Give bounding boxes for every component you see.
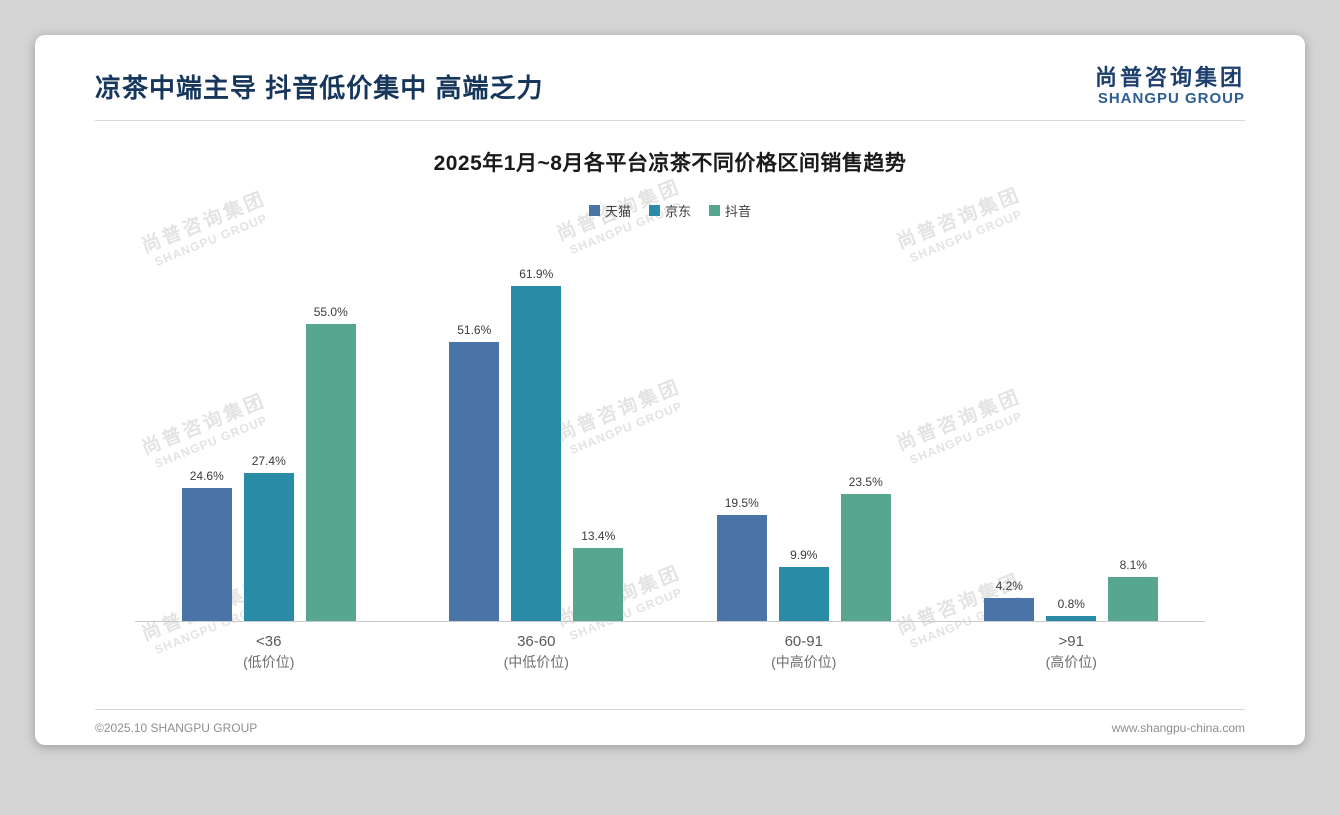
bar-wrap: 19.5%: [716, 496, 767, 621]
bar: [181, 487, 232, 621]
slide-card: 凉茶中端主导 抖音低价集中 高端乏力 尚普咨询集团 SHANGPU GROUP …: [35, 35, 1305, 745]
bar-wrap: 13.4%: [573, 529, 624, 621]
bar-value-label: 0.8%: [1057, 597, 1085, 612]
bar-wrap: 51.6%: [449, 322, 500, 621]
footer: ©2025.10 SHANGPU GROUP www.shangpu-china…: [95, 709, 1245, 745]
bar-group: 51.6% 61.9% 13.4%: [449, 267, 624, 621]
category-range-label: >91: [1058, 632, 1084, 650]
bar-wrap: 24.6%: [181, 468, 232, 621]
bar-value-label: 4.2%: [995, 578, 1023, 593]
bar-value-label: 55.0%: [313, 304, 348, 319]
bar-value-label: 8.1%: [1119, 557, 1147, 572]
chart-area: 尚普咨询集团 SHANGPU GROUP 尚普咨询集团 SHANGPU GROUP 尚普…: [35, 147, 1305, 673]
brand-logo: 尚普咨询集团 SHANGPU GROUP: [1095, 65, 1245, 108]
copyright-text: ©2025.10 SHANGPU GROUP: [95, 720, 258, 735]
category-range-label: <36: [256, 632, 282, 650]
bar: [243, 472, 294, 621]
bar: [449, 341, 500, 621]
bar-value-label: 9.9%: [790, 548, 818, 563]
bar-value-label: 23.5%: [848, 474, 883, 489]
category-range-label: 36-60: [517, 632, 556, 650]
category-label: <36 (低价位): [179, 631, 359, 673]
bar-value-label: 51.6%: [457, 322, 492, 337]
website-url: www.shangpu-china.com: [1111, 720, 1245, 735]
bar-group: 19.5% 9.9% 23.5%: [716, 474, 891, 621]
bar-value-label: 27.4%: [251, 453, 286, 468]
category-tier-label: (低价位): [243, 654, 295, 671]
category-tier-label: (中高价位): [771, 654, 837, 671]
watermark-text-cn: 尚普咨询集团: [139, 187, 270, 257]
legend-series-label: 京东: [664, 203, 691, 219]
bar: [573, 548, 624, 621]
legend-item: 京东: [648, 201, 691, 220]
legend-swatch: [648, 204, 660, 216]
bar-value-label: 13.4%: [581, 529, 616, 544]
category-label: >91 (高价位): [981, 631, 1161, 673]
legend-item: 天猫: [588, 201, 631, 220]
bar: [305, 323, 356, 621]
chart-legend: 天猫 京东 抖音: [35, 201, 1305, 220]
bar-wrap: 27.4%: [243, 453, 294, 621]
legend-series-label: 抖音: [725, 203, 752, 219]
bar-wrap: 23.5%: [840, 474, 891, 621]
legend-series-label: 天猫: [604, 203, 631, 219]
header-divider: [95, 119, 1245, 121]
bar-value-label: 24.6%: [189, 468, 224, 483]
bar: [778, 567, 829, 621]
header: 凉茶中端主导 抖音低价集中 高端乏力 尚普咨询集团 SHANGPU GROUP: [35, 35, 1305, 120]
chart-title: 2025年1月~8月各平台凉茶不同价格区间销售趋势: [433, 151, 907, 175]
bar: [840, 493, 891, 621]
legend-swatch: [588, 204, 600, 216]
category-tier-label: (中低价位): [503, 654, 569, 671]
bar-group: 4.2% 0.8% 8.1%: [984, 557, 1159, 621]
category-axis-labels: <36 (低价位) 36-60 (中低价位) 60-91 (中高价位) >91 (高价位): [135, 631, 1205, 673]
bar-value-label: 61.9%: [519, 267, 554, 282]
category-range-label: 60-91: [784, 632, 823, 650]
legend-item: 抖音: [709, 201, 751, 220]
bar: [716, 515, 767, 621]
bar: [1046, 616, 1097, 621]
bar-wrap: 9.9%: [778, 548, 829, 621]
brand-logo-english: SHANGPU GROUP: [1097, 90, 1245, 108]
bar-chart: 24.6% 27.4% 55.0% 51.6% 61.9% 13.4% 19.5% 9.9% 2…: [135, 260, 1205, 622]
bar-wrap: 8.1%: [1108, 557, 1159, 621]
bar: [1108, 576, 1159, 621]
bar-wrap: 4.2%: [984, 578, 1035, 621]
bar-wrap: 61.9%: [511, 267, 562, 621]
bar-group: 24.6% 27.4% 55.0%: [181, 304, 356, 621]
page-title: 凉茶中端主导 抖音低价集中 高端乏力: [95, 72, 544, 103]
category-tier-label: (高价位): [1045, 654, 1097, 671]
bar-value-label: 19.5%: [724, 496, 759, 511]
bar: [984, 597, 1035, 621]
bar: [511, 286, 562, 621]
bar-wrap: 55.0%: [305, 304, 356, 621]
category-label: 36-60 (中低价位): [446, 631, 626, 673]
legend-swatch: [709, 204, 720, 216]
brand-logo-chinese: 尚普咨询集团: [1094, 65, 1245, 90]
bar-wrap: 0.8%: [1046, 597, 1097, 621]
category-label: 60-91 (中高价位): [714, 631, 894, 673]
